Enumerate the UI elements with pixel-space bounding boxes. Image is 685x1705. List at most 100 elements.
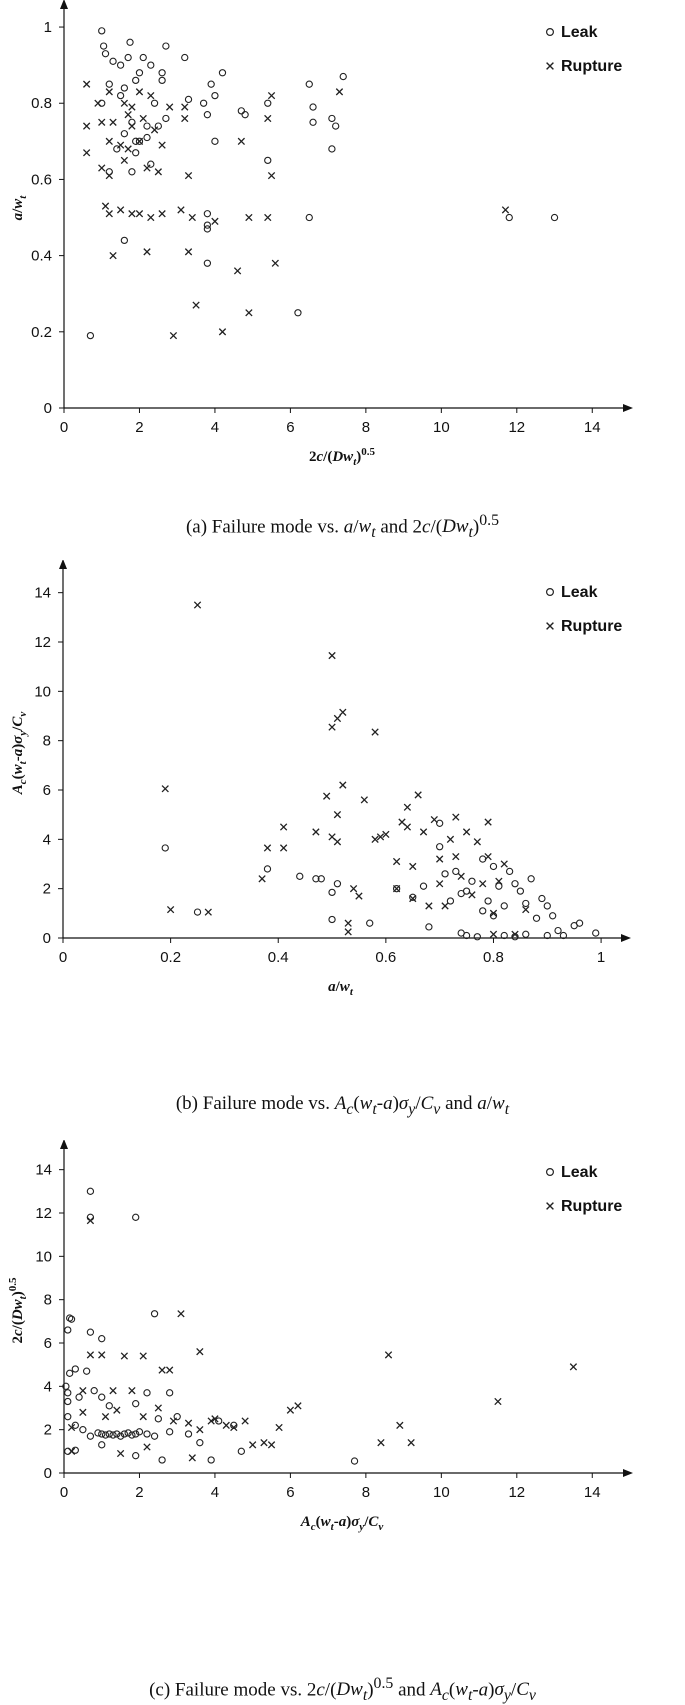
chart-b-leak-point: [161, 844, 169, 852]
chart-c-leak-point: [90, 1387, 98, 1395]
chart-c-leak-point: [150, 1310, 159, 1318]
chart-b-y-tick-label: 4: [43, 831, 51, 848]
chart-a-rupture-point: [105, 210, 113, 218]
chart-a-rupture-point: [109, 251, 117, 260]
chart-a-leak-point: [86, 331, 95, 340]
chart-c-rupture-point: [377, 1439, 385, 1447]
chart-a-leak-point: [505, 213, 513, 222]
chart-c-rupture-point: [79, 1387, 87, 1395]
chart-a-leak-point: [147, 160, 155, 168]
chart-b-rupture-point: [166, 905, 175, 914]
chart-a-rupture-point: [124, 111, 132, 119]
chart-c-x-axis-label: Ac(wt-a)σy/Cv: [300, 1514, 384, 1533]
chart-b-rupture-point: [522, 905, 530, 914]
chart-a-leak-point: [135, 137, 144, 145]
chart-a-x-tick-label: 14: [584, 419, 601, 436]
chart-b-x-tick-label: 0.8: [483, 949, 504, 966]
chart-a-leak-point: [143, 133, 151, 142]
chart-a-leak-point: [550, 213, 559, 222]
chart-b-rupture-point: [484, 818, 492, 826]
chart-a-rupture-point: [139, 114, 147, 123]
chart-a-leak-point: [116, 91, 125, 100]
chart-c-leak-point: [184, 1430, 193, 1438]
chart-a-leak-point: [116, 61, 125, 69]
chart-a-rupture-point: [158, 210, 166, 218]
chart-b-leak-point: [543, 931, 551, 940]
chart-a-leak-point: [128, 168, 136, 176]
chart-a-leak-point: [158, 76, 166, 85]
chart-a-rupture-point: [143, 248, 151, 256]
chart-a-leak-point: [211, 137, 219, 145]
chart-c-rupture-point: [120, 1352, 129, 1360]
chart-a-leak-point: [203, 221, 212, 229]
chart-a-leak-point: [105, 80, 113, 88]
chart-b-leak-point: [505, 867, 514, 876]
chart-b-rupture-point: [473, 838, 481, 846]
chart-a-leak-point: [135, 69, 144, 77]
chart-a-rupture-point: [154, 168, 162, 176]
chart-b-rupture-point: [425, 902, 433, 910]
chart-c-leak-point: [124, 1429, 132, 1437]
chart-c-rupture-point: [165, 1366, 174, 1374]
chart-c-rupture-point: [188, 1454, 196, 1462]
chart-b-y-tick-label: 8: [43, 733, 51, 750]
chart-b-x-tick-label: 0.2: [160, 949, 181, 966]
chart-c-rupture-point: [249, 1441, 257, 1449]
chart-b-leak-point: [436, 843, 444, 851]
chart-b-rupture-point: [258, 875, 266, 883]
chart-a-rupture-point: [335, 88, 344, 96]
chart-b-leak-point: [462, 931, 471, 940]
chart-b-rupture-point: [409, 862, 417, 871]
chart-a-legend-rupture-label: Rupture: [561, 58, 622, 75]
chart-c-leak-point: [132, 1213, 140, 1221]
chart-a-leak-point: [332, 122, 340, 130]
chart-a-legend-rupture-marker: [546, 62, 554, 70]
chart-b-rupture-point: [360, 796, 368, 804]
chart-a-leak-point: [184, 95, 193, 104]
chart-b-legend-rupture-label: Rupture: [561, 618, 622, 635]
chart-c-rupture-point: [207, 1417, 215, 1425]
chart-a-leak-point: [99, 42, 108, 50]
chart-c-leak-point: [75, 1393, 83, 1401]
chart-b-rupture-point: [479, 880, 487, 888]
chart-b-leak-point: [543, 902, 551, 910]
chart-a-leak-point: [181, 53, 189, 62]
chart-b-rupture-point: [371, 728, 379, 736]
chart-a-leak-point: [264, 99, 272, 107]
chart-a-rupture-point: [181, 103, 189, 111]
chart-b-rupture-point: [204, 908, 212, 916]
chart-b-leak-point: [441, 870, 449, 878]
chart-b-legend-leak-label: Leak: [561, 584, 598, 601]
chart-a-rupture-point: [165, 103, 174, 111]
chart-c-leak-point: [105, 1402, 113, 1410]
chart-c-leak-point: [143, 1430, 151, 1438]
chart-c-leak-point: [86, 1328, 95, 1336]
chart-c-rupture-point: [569, 1363, 578, 1371]
chart-c-rupture-point: [396, 1421, 404, 1429]
chart-b-rupture-point: [339, 781, 347, 789]
chart-a-rupture-point: [135, 88, 144, 96]
chart-c-rupture-point: [286, 1406, 295, 1414]
chart-a-y-tick-label: 1: [44, 19, 52, 36]
chart-a-leak-point: [143, 122, 151, 130]
chart-a-x-tick-label: 4: [211, 419, 219, 436]
chart-c-y-tick-label: 0: [44, 1465, 52, 1482]
chart-a-leak-point: [203, 111, 212, 119]
chart-c-leak-point: [101, 1431, 110, 1439]
chart-b-rupture-point: [403, 803, 412, 811]
chart-a-leak-point: [124, 53, 132, 62]
chart-b-rupture-point: [419, 828, 428, 836]
chart-c-rupture-point: [211, 1415, 219, 1423]
chart-c-leak-point: [207, 1456, 215, 1464]
chart-b-rupture-point: [436, 855, 444, 863]
chart-c-leak-point: [116, 1432, 125, 1440]
chart-c-leak-point: [64, 1413, 72, 1421]
chart-b-rupture-point: [392, 885, 401, 893]
chart-a-leak-point: [126, 38, 134, 46]
chart-a-rupture-point: [105, 88, 113, 96]
chart-a-rupture-point: [98, 164, 106, 172]
chart-a-rupture-point: [82, 149, 91, 157]
chart-b-rupture-point: [414, 791, 422, 799]
chart-b-rupture-point: [333, 714, 342, 723]
